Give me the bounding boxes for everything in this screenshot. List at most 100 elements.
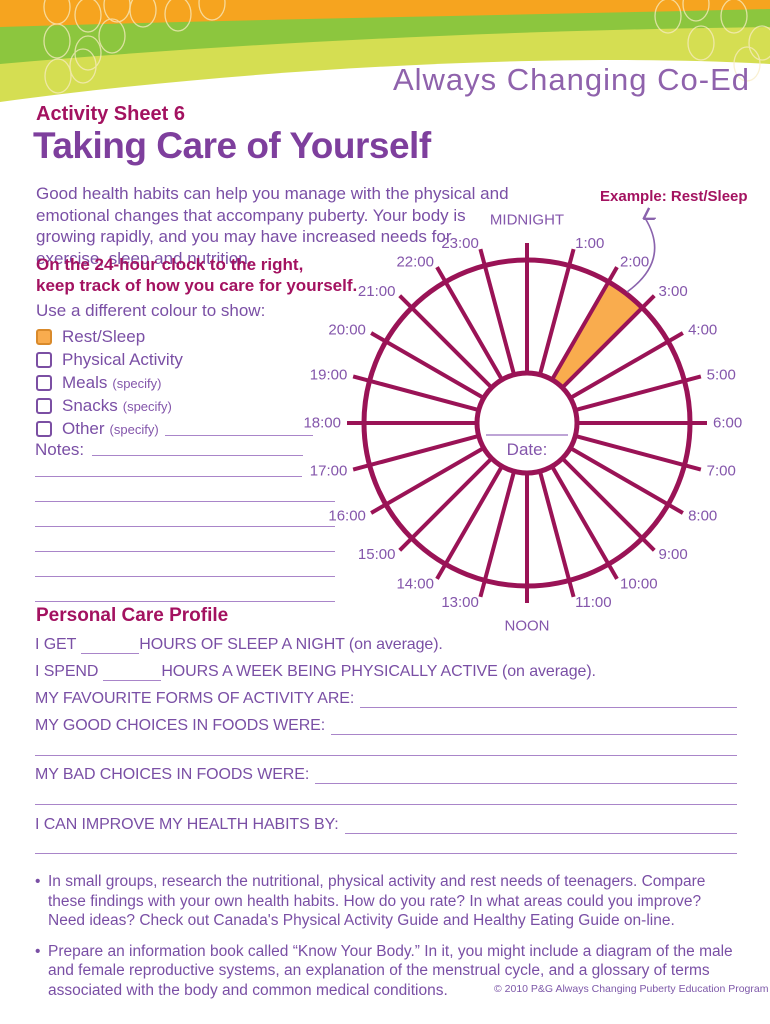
legend-item-physical-activity: Physical Activity [36,348,313,371]
notes-blank-line[interactable] [92,440,303,456]
notes-rule-line[interactable] [35,601,335,602]
bullet-dot: • [35,942,41,960]
legend-suffix: (specify) [109,422,159,437]
hour-spoke [478,248,516,376]
clock-hour-label: 20:00 [328,322,366,339]
copyright-notice: © 2010 P&G Always Changing Puberty Educa… [494,983,769,995]
notes-rule-line[interactable] [35,526,335,527]
legend-label: Snacks [62,395,118,415]
highlighted-sector[interactable] [552,281,643,388]
intro-line: exercise, sleep and nutrition. [36,248,253,268]
profile-text: I SPEND [35,663,99,680]
hour-spoke [352,374,480,412]
banner-bubbles-icon [43,0,770,94]
other-specify-blank[interactable] [164,422,313,436]
hour-spoke [550,266,619,381]
checkbox-meals[interactable] [36,374,52,391]
profile-text: MY BAD CHOICES IN FOODS WERE: [35,766,310,783]
bullet-text: In small groups, research the nutritiona… [48,873,706,929]
bullet-item: • In small groups, research the nutritio… [35,872,741,931]
hour-spoke [574,434,702,472]
profile-text: I CAN IMPROVE MY HEALTH HABITS BY: [35,816,339,833]
good-foods-blank[interactable] [331,719,737,735]
profile-row-bad-foods: MY BAD CHOICES IN FOODS WERE: [35,766,737,784]
bad-foods-blank[interactable] [315,768,737,784]
hour-spoke [574,374,702,412]
legend-item-snacks: Snacks (specify) [36,394,313,417]
active-hours-blank[interactable] [103,665,162,681]
checkbox-physical-activity[interactable] [36,351,52,368]
clock-outer-ring [361,257,693,589]
clock-hour-label: 13:00 [441,594,479,611]
clock-hour-label: 5:00 [707,366,736,383]
clock-hour-label: 8:00 [688,508,717,525]
legend-label: Meals [62,372,108,392]
legend-item-rest-sleep: Rest/Sleep [36,325,313,348]
bad-foods-extra-line[interactable] [35,804,737,805]
clock-hour-label: 11:00 [575,594,611,611]
hour-spoke [569,331,684,400]
hour-spoke [538,470,576,598]
checkbox-snacks[interactable] [36,397,52,414]
favourite-activity-blank[interactable] [360,692,737,708]
example-arrow-icon [626,218,655,293]
sleep-hours-blank[interactable] [81,638,140,654]
profile-text: HOURS A WEEK BEING PHYSICALLY ACTIVE (on… [161,663,596,680]
hour-spoke [370,446,485,515]
legend-suffix: (specify) [122,399,172,414]
profile-text: MY FAVOURITE FORMS OF ACTIVITY ARE: [35,690,355,707]
banner-white-curve [0,60,770,112]
header-wave-banner [0,0,770,112]
legend-item-other: Other (specify) [36,417,313,440]
profile-text: I GET [35,636,77,653]
clock-hour-label: 19:00 [310,366,348,383]
date-label: Date: [507,440,548,459]
hour-spoke [435,266,504,381]
page-title: Taking Care of Yourself [33,125,431,166]
profile-row-favourite-activity: MY FAVOURITE FORMS OF ACTIVITY ARE: [35,690,737,708]
hour-spoke [352,434,480,472]
bullet-item: • Prepare an information book called “Kn… [35,942,741,1001]
notes-rule-line[interactable] [35,551,335,552]
legend-suffix: (specify) [112,376,162,391]
checkbox-rest-sleep[interactable] [36,328,52,345]
instructions: On the 24-hour clock to the right, keep … [36,254,357,321]
clock-hour-label: 9:00 [659,546,688,563]
notes-rule-line[interactable] [35,476,302,477]
improve-habits-blank[interactable] [344,818,737,834]
hour-spoke [478,470,516,598]
bullet-dot: • [35,873,41,890]
hour-spoke [560,294,656,390]
clock-hour-label: MIDNIGHT [490,212,564,229]
hour-spoke [398,294,494,390]
notes-row: Notes: [35,440,303,460]
clock-hour-label: 18:00 [303,415,341,432]
legend-label: Other [62,418,105,438]
intro-line: growing rapidly, and you may have increa… [36,227,452,246]
clock-hour-label: 15:00 [358,546,396,563]
improve-habits-extra-line[interactable] [35,853,737,854]
hour-spoke [569,446,684,515]
profile-heading: Personal Care Profile [36,605,229,626]
good-foods-extra-line[interactable] [35,755,737,756]
clock-hour-label: 6:00 [713,415,742,432]
clock-hour-label: 7:00 [707,463,736,480]
clock-hour-label: 2:00 [620,253,649,270]
intro-line: emotional changes that accompany puberty… [36,205,466,225]
sheet-number-heading: Activity Sheet 6 [36,103,185,125]
legend-label: Rest/Sleep [62,326,146,346]
clock-hour-label: 22:00 [396,253,434,270]
profile-text: HOURS OF SLEEP A NIGHT (on average). [139,636,443,653]
legend-item-meals: Meals (specify) [36,371,313,394]
notes-label: Notes: [35,440,85,459]
activity-suggestions: • In small groups, research the nutritio… [35,872,741,1011]
notes-rule-line[interactable] [35,576,335,577]
clock-hour-label: 17:00 [310,463,348,480]
notes-rule-line[interactable] [35,501,335,502]
checkbox-other[interactable] [36,420,52,437]
legend-label: Physical Activity [62,349,183,369]
instruction-subline: Use a different colour to show: [36,301,266,320]
hour-spoke [538,248,576,376]
clock-hour-label: 4:00 [688,322,717,339]
